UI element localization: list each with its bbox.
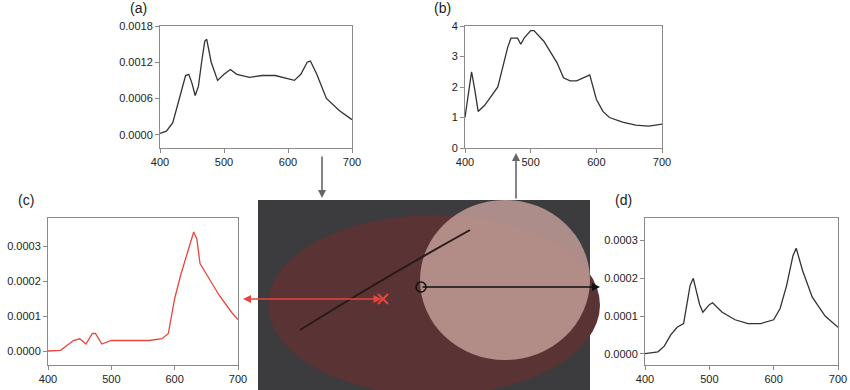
svg-text:0.0018: 0.0018 <box>119 20 153 32</box>
svg-text:0.0000: 0.0000 <box>7 345 41 357</box>
svg-text:0.0012: 0.0012 <box>119 56 153 68</box>
svg-text:0.0003: 0.0003 <box>7 240 41 252</box>
svg-text:4: 4 <box>452 20 458 32</box>
svg-text:600: 600 <box>764 373 782 385</box>
svg-text:500: 500 <box>521 156 539 168</box>
svg-text:700: 700 <box>653 156 671 168</box>
svg-text:600: 600 <box>279 156 297 168</box>
svg-text:2: 2 <box>452 81 458 93</box>
svg-text:(c): (c) <box>18 192 34 208</box>
svg-text:600: 600 <box>587 156 605 168</box>
svg-text:0.0000: 0.0000 <box>119 129 153 141</box>
svg-text:500: 500 <box>215 156 233 168</box>
svg-text:0.0001: 0.0001 <box>604 310 638 322</box>
svg-text:0: 0 <box>452 142 458 154</box>
svg-text:400: 400 <box>39 373 57 385</box>
svg-text:0.0003: 0.0003 <box>604 234 638 246</box>
svg-text:400: 400 <box>456 156 474 168</box>
svg-text:0.0002: 0.0002 <box>7 275 41 287</box>
svg-text:600: 600 <box>165 373 183 385</box>
svg-text:1: 1 <box>452 111 458 123</box>
svg-text:400: 400 <box>151 156 169 168</box>
svg-text:0.0001: 0.0001 <box>7 310 41 322</box>
svg-text:700: 700 <box>343 156 361 168</box>
svg-text:400: 400 <box>636 373 654 385</box>
svg-text:500: 500 <box>700 373 718 385</box>
svg-text:(d): (d) <box>615 192 632 208</box>
svg-text:0.0002: 0.0002 <box>604 272 638 284</box>
svg-text:(b): (b) <box>434 0 451 16</box>
svg-text:500: 500 <box>102 373 120 385</box>
svg-text:0.0000: 0.0000 <box>604 348 638 360</box>
svg-text:0.0006: 0.0006 <box>119 92 153 104</box>
svg-text:3: 3 <box>452 50 458 62</box>
svg-text:(a): (a) <box>130 0 147 16</box>
svg-text:700: 700 <box>229 373 247 385</box>
svg-text:700: 700 <box>829 373 847 385</box>
